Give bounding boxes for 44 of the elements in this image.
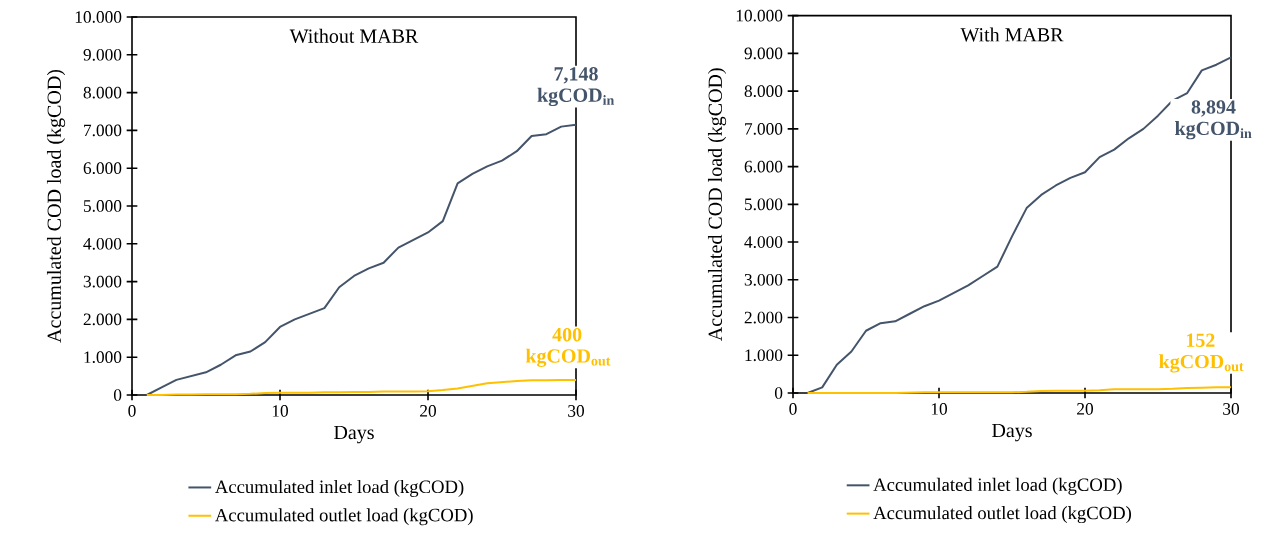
y-tick-label: 6.000 xyxy=(744,160,783,173)
y-tick-label: 5.000 xyxy=(83,200,122,212)
y-tick-label: 0 xyxy=(113,389,122,401)
y-tick-label: 3.000 xyxy=(83,275,122,288)
y-axis-title: Accumulated COD load (kgCOD) xyxy=(46,69,66,343)
y-tick-label: 5.000 xyxy=(744,198,783,211)
y-tick-label: 1.000 xyxy=(84,351,122,364)
y-tick-label: 10.000 xyxy=(75,11,122,23)
annotation: 8,894 kgCOD$_{in}$ xyxy=(1175,100,1252,140)
x-tick-label: 0 xyxy=(128,405,136,417)
x-tick-label: 30 xyxy=(568,405,585,417)
y-tick-label: 7.000 xyxy=(84,124,122,137)
y-tick-label: 4.000 xyxy=(83,237,122,250)
chart-title: With MABR xyxy=(960,27,1064,42)
x-tick-label: 30 xyxy=(1223,403,1240,415)
chart-title: Without MABR xyxy=(289,28,419,43)
legend-label: Accumulated outlet load (kgCOD) xyxy=(873,506,1132,524)
x-axis-title: Days xyxy=(992,423,1032,442)
x-tick-label: 0 xyxy=(789,403,797,415)
x-tick-label: 20 xyxy=(420,405,437,417)
x-axis-title: Days xyxy=(334,425,374,444)
y-tick-label: 6.000 xyxy=(83,162,122,175)
x-tick-label: 20 xyxy=(1077,403,1094,415)
annotation: 400 kgCOD$_{out}$ xyxy=(525,327,611,367)
y-tick-label: 1.000 xyxy=(745,349,783,362)
y-tick-label: 3.000 xyxy=(744,273,783,286)
y-tick-label: 9.000 xyxy=(83,48,122,61)
y-tick-label: 7.000 xyxy=(745,122,783,135)
legend-label: Accumulated inlet load (kgCOD) xyxy=(215,479,464,497)
y-axis-title: Accumulated COD load (kgCOD) xyxy=(707,68,727,342)
annotation: 7,148 kgCOD$_{in}$ xyxy=(537,67,615,107)
legend-label: Accumulated inlet load (kgCOD) xyxy=(873,477,1122,495)
y-tick-label: 10.000 xyxy=(736,9,783,22)
x-tick-label: 10 xyxy=(931,403,948,415)
y-tick-label: 4.000 xyxy=(744,236,783,248)
x-tick-label: 10 xyxy=(272,405,289,417)
y-tick-label: 9.000 xyxy=(744,47,783,60)
y-tick-label: 2.000 xyxy=(83,313,122,326)
y-tick-label: 8.000 xyxy=(83,86,122,99)
legend-label: Accumulated outlet load (kgCOD) xyxy=(215,508,473,526)
y-tick-label: 2.000 xyxy=(744,311,783,324)
annotation: 152 kgCOD$_{out}$ xyxy=(1159,333,1244,373)
y-tick-label: 8.000 xyxy=(744,85,783,98)
y-tick-label: 0 xyxy=(774,387,783,399)
